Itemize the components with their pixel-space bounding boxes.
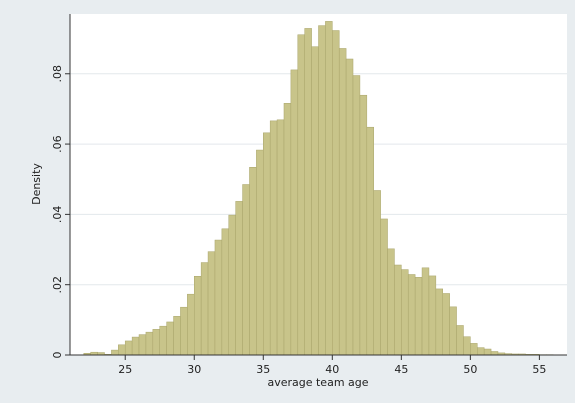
histogram-bar [297, 34, 305, 356]
histogram-bar [394, 264, 402, 356]
histogram-bar [352, 75, 361, 356]
histogram-bar [477, 347, 485, 356]
y-tick-label: .06 [51, 135, 64, 153]
histogram-bar [131, 336, 140, 356]
histogram-bar [338, 48, 347, 356]
histogram-bar [166, 321, 174, 356]
histogram-bar [318, 25, 326, 356]
histogram-bar [442, 293, 450, 356]
histogram-bar [290, 69, 299, 356]
histogram-bar [249, 167, 257, 356]
y-tick-label: .08 [51, 65, 64, 83]
histogram-bar [194, 276, 202, 356]
histogram-bar [401, 269, 409, 356]
histogram-bar [407, 274, 416, 356]
histogram-bar [414, 277, 423, 356]
histogram-bar [221, 228, 230, 356]
histogram-bar [111, 349, 119, 356]
histogram-bar [228, 214, 236, 356]
x-tick-label: 35 [256, 363, 270, 376]
x-tick-label: 55 [532, 363, 546, 376]
x-tick-label: 25 [118, 363, 132, 376]
histogram-bar [332, 30, 340, 356]
histogram-bar [304, 28, 312, 356]
histogram-bar [325, 21, 333, 356]
histogram-bar [276, 119, 285, 356]
histogram-bar [490, 351, 499, 356]
histogram-bar [145, 331, 154, 356]
histogram-bar [256, 149, 264, 356]
histogram-bar [187, 293, 195, 356]
histogram-bar [180, 306, 188, 356]
histogram-bar [366, 126, 374, 356]
histogram-bar [283, 103, 292, 356]
y-axis-ticks: 0 .02 .04 .06 .08 [51, 65, 70, 359]
axes [69, 14, 567, 356]
histogram-bar [200, 262, 209, 356]
histogram-bar [456, 325, 464, 356]
histogram-bar [435, 288, 444, 356]
histogram-bar [311, 46, 319, 356]
histogram-bar [173, 316, 181, 356]
histogram-bar [235, 201, 243, 356]
histogram-bar [380, 218, 388, 356]
y-axis-title: Density [30, 163, 43, 205]
histogram-bar [373, 190, 381, 356]
x-axis-title: average team age [267, 376, 368, 389]
x-tick-label: 50 [463, 363, 477, 376]
histogram-bar [470, 343, 478, 356]
histogram-bar [421, 267, 430, 356]
histogram-bar [483, 348, 492, 356]
histogram-bar [124, 340, 133, 356]
histogram-bar [152, 329, 160, 356]
y-tick-label: 0 [51, 352, 64, 359]
histogram-bar [118, 344, 126, 356]
histogram-bar [138, 334, 147, 356]
histogram-bar [387, 248, 395, 356]
bars [83, 21, 554, 356]
histogram-bar [269, 120, 278, 356]
y-tick-label: .02 [51, 276, 64, 294]
x-tick-label: 40 [325, 363, 339, 376]
y-tick-label: .04 [51, 206, 64, 224]
histogram-bar [463, 336, 471, 356]
histogram-bar [159, 325, 167, 356]
histogram-bar [214, 239, 223, 356]
histogram-bar [428, 275, 437, 356]
histogram-bar [449, 306, 457, 356]
histogram-bar [207, 251, 216, 356]
histogram-bar [359, 94, 368, 356]
histogram-bar [345, 58, 354, 356]
x-tick-label: 30 [187, 363, 201, 376]
x-axis-ticks: 25 30 35 40 45 50 55 [118, 355, 546, 376]
x-tick-label: 45 [394, 363, 408, 376]
histogram-bar [242, 184, 250, 356]
histogram-bar [263, 132, 271, 356]
